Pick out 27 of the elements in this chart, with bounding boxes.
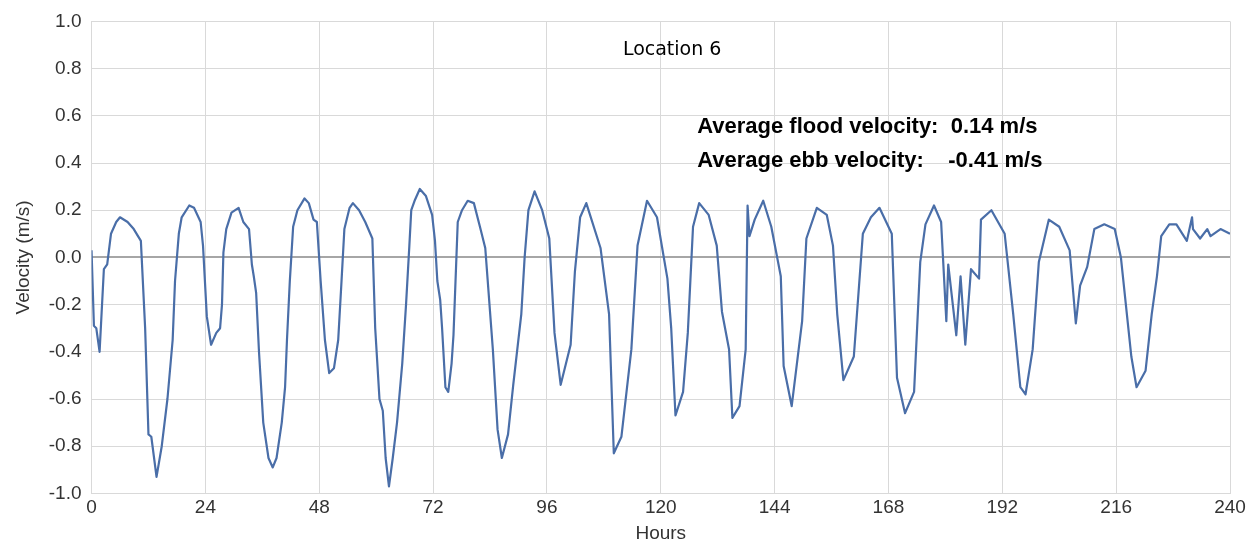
y-tick-label: 0.2: [55, 198, 82, 220]
x-tick-label: 72: [422, 496, 444, 518]
x-tick-label: 240: [1214, 496, 1246, 518]
y-tick-label: 0.4: [55, 151, 82, 173]
annotation: Location 6: [622, 37, 722, 60]
y-tick-label: 0.8: [55, 56, 82, 78]
x-tick-label: 120: [644, 496, 677, 518]
y-tick-label: 0.6: [55, 104, 82, 126]
x-tick-label: 144: [758, 496, 791, 518]
y-tick-label: -0.6: [48, 387, 82, 409]
annotation: Average flood velocity: 0.14 m/s: [697, 113, 1038, 139]
x-tick-label: 0: [86, 496, 97, 518]
x-tick-label: 96: [536, 496, 558, 518]
x-tick-label: 192: [986, 496, 1019, 518]
x-tick-label: 48: [308, 496, 330, 518]
y-tick-label: -1.0: [48, 481, 82, 503]
x-tick-label: 216: [1100, 496, 1133, 518]
y-tick-label: -0.8: [48, 434, 82, 456]
y-tick-label: 1.0: [55, 9, 82, 31]
y-axis-title: Velocity (m/s): [11, 200, 33, 315]
y-tick-label: -0.4: [48, 340, 82, 362]
y-tick-label: 0.0: [55, 245, 82, 267]
x-axis-title: Hours: [635, 521, 687, 543]
annotation: Average ebb velocity: -0.41 m/s: [697, 147, 1043, 173]
y-tick-label: -0.2: [48, 292, 82, 314]
x-tick-label: 168: [872, 496, 905, 518]
x-tick-label: 24: [194, 496, 217, 518]
